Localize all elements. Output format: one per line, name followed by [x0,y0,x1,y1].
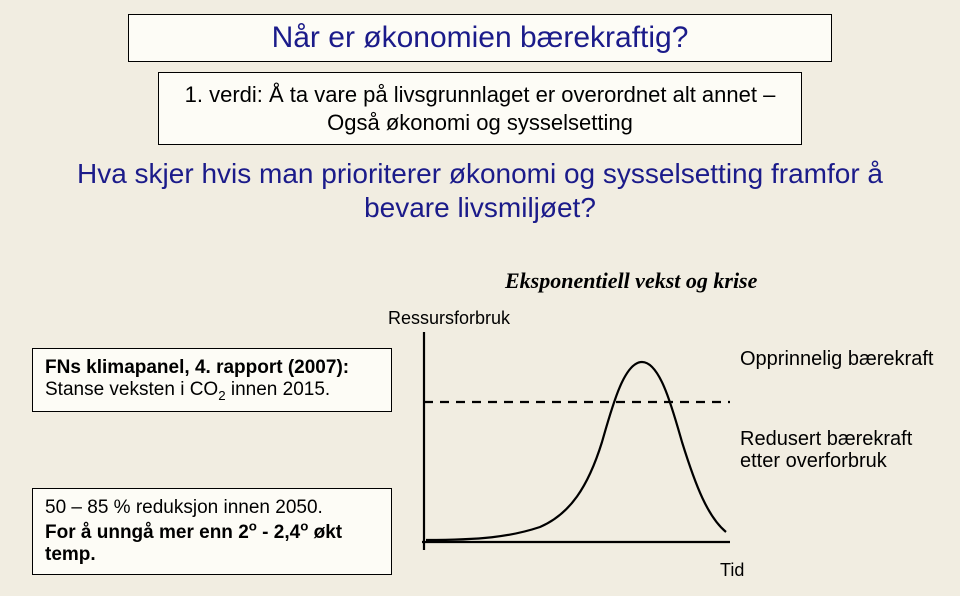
title-text: Når er økonomien bærekraftig? [272,21,689,54]
fns-line1: FNs klimapanel, 4. rapport (2007): [45,357,349,378]
chart-label-original: Opprinnelig bærekraft [740,348,933,370]
fns-line2: Stanse veksten i CO2 innen 2015. [45,379,330,400]
subtitle-box: 1. verdi: Å ta vare på livsgrunnlaget er… [158,72,802,145]
reduction-line2: For å unngå mer enn 2o - 2,4o økt temp. [45,522,342,565]
fns-box: FNs klimapanel, 4. rapport (2007): Stans… [32,348,392,412]
subtitle-text: 1. verdi: Å ta vare på livsgrunnlaget er… [185,82,776,135]
chart-svg-wrap [420,332,730,567]
reduction-line1: 50 – 85 % reduksjon innen 2050. [45,497,323,518]
chart-title: Eksponentiell vekst og krise [505,268,757,294]
chart-x-label: Tid [720,560,744,581]
reduction-box: 50 – 85 % reduksjon innen 2050. For å un… [32,488,392,575]
slide: Når er økonomien bærekraftig? 1. verdi: … [0,0,960,596]
title-bar: Når er økonomien bærekraftig? [128,14,832,62]
chart-y-label: Ressursforbruk [388,308,510,329]
chart-area: Eksponentiell vekst og krise Ressursforb… [420,268,940,588]
chart-label-reduced: Redusert bærekraft etter overforbruk [740,428,940,472]
chart-svg [420,332,730,562]
main-question: Hva skjer hvis man prioriterer økonomi o… [68,157,892,224]
